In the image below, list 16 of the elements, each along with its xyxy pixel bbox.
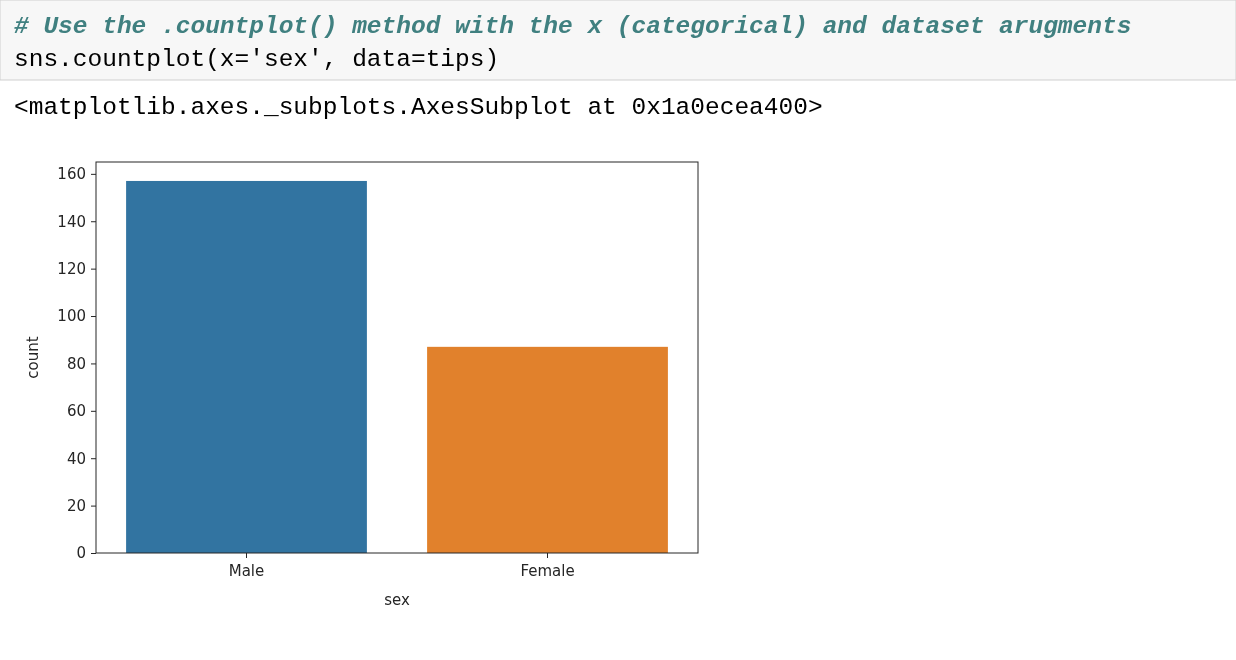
- y-tick-label: 160: [57, 165, 86, 184]
- x-tick-label: Female: [520, 562, 575, 580]
- text: # Use the .countplot() method with the x (categorical) and dataset arugments: [14, 13, 1132, 40]
- y-tick-label: 120: [57, 259, 86, 278]
- x-axis-title: sex: [384, 591, 410, 609]
- text: sns.countplot(x='sex', data=tips): [14, 46, 500, 73]
- text: <matplotlib.axes._subplots.AxesSubplot at 0x1a0ecea400>: [14, 94, 823, 121]
- y-tick-label: 0: [76, 544, 86, 563]
- y-tick-label: 80: [66, 354, 86, 373]
- y-tick-label: 100: [57, 307, 86, 326]
- y-tick-label: 60: [66, 402, 86, 421]
- x-tick-label: Male: [228, 562, 265, 580]
- y-tick-label: 20: [66, 496, 86, 515]
- y-tick-label: 40: [66, 449, 86, 468]
- y-tick-label: 140: [57, 212, 86, 231]
- y-axis-title: count: [24, 336, 42, 379]
